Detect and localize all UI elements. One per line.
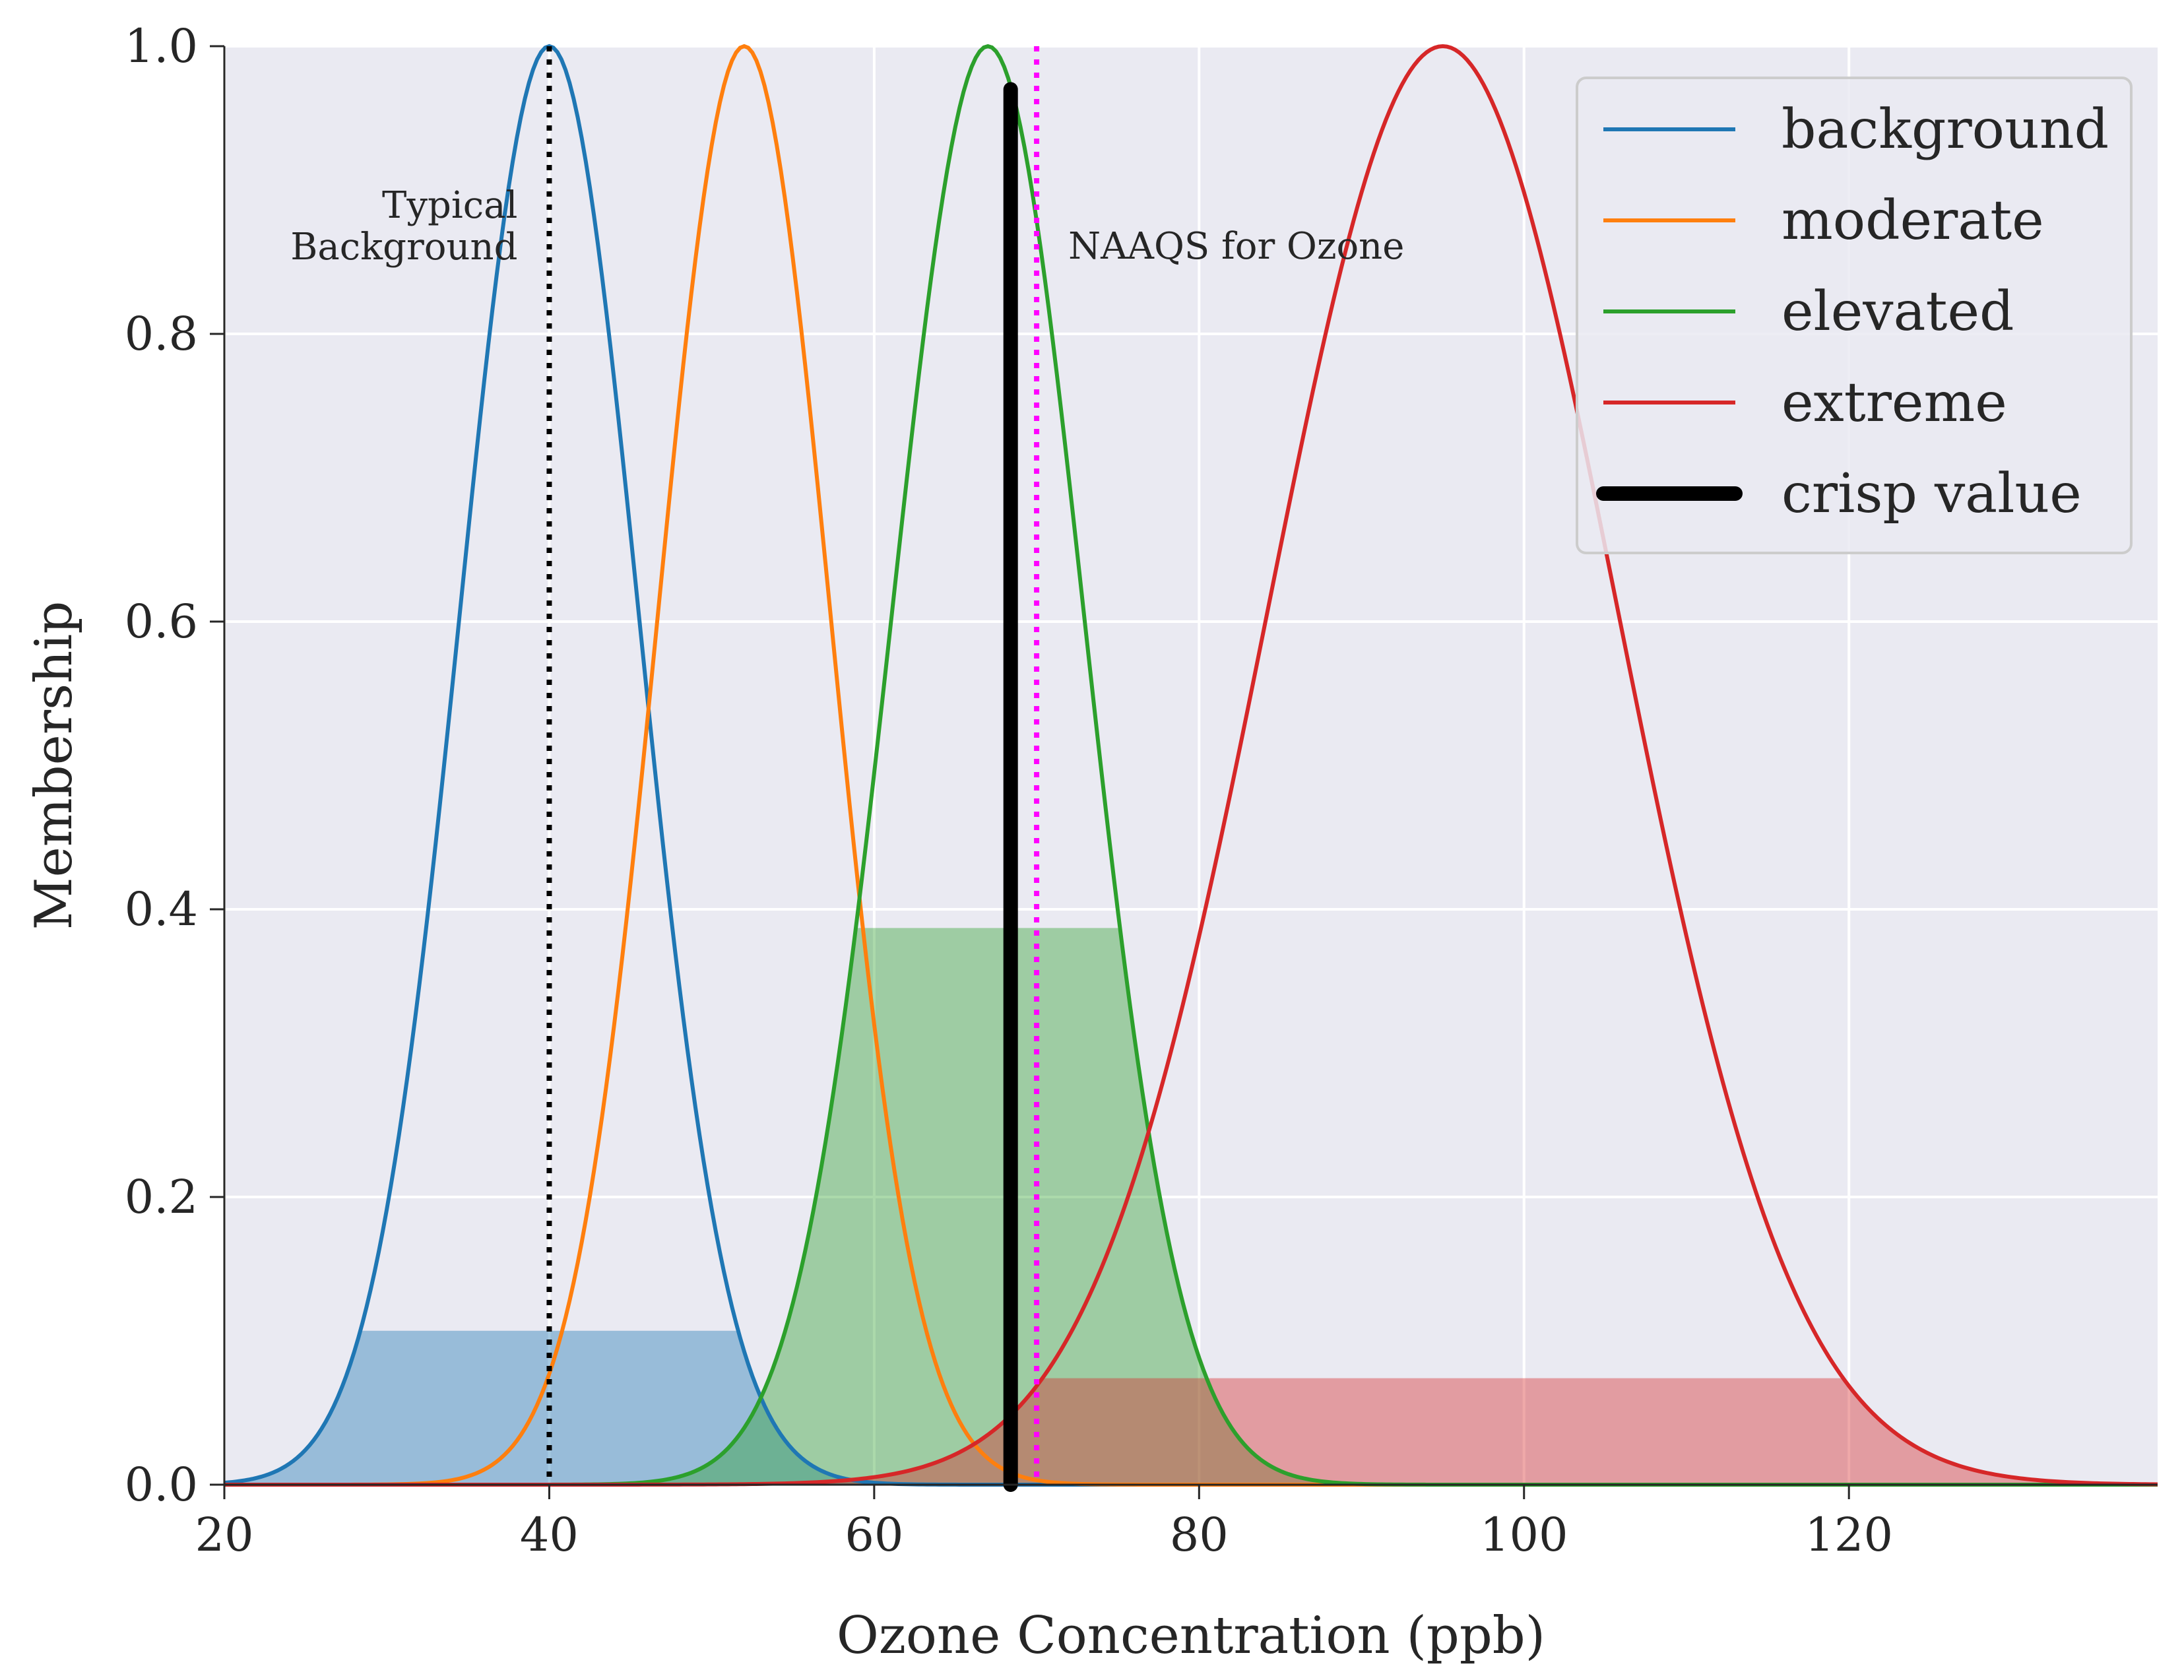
fill-background: [224, 1330, 2158, 1485]
legend-label-extreme: extreme: [1782, 372, 2007, 434]
x-tick-label: 60: [845, 1508, 903, 1562]
clipped-membership-fills: [224, 928, 2158, 1485]
reference-lines: [546, 46, 1040, 1492]
annotation-text-0: Background: [290, 226, 517, 269]
x-tick-label: 80: [1170, 1508, 1229, 1562]
y-axis-label: Membership: [24, 601, 84, 930]
y-tick-label: 0.8: [125, 307, 198, 361]
legend-label-moderate: moderate: [1782, 189, 2044, 252]
y-tick-label: 0.2: [125, 1170, 198, 1224]
y-tick-label: 0.4: [125, 882, 198, 936]
y-tick-label: 0.6: [125, 595, 198, 649]
x-tick-label: 100: [1480, 1508, 1568, 1562]
x-axis-label: Ozone Concentration (ppb): [837, 1606, 1545, 1665]
x-tick-label: 40: [520, 1508, 579, 1562]
annotation-text-1: NAAQS for Ozone: [1068, 225, 1404, 268]
y-tick-label: 1.0: [125, 19, 198, 73]
legend-label-crisp-value: crisp value: [1782, 463, 2082, 525]
x-tick-label: 120: [1805, 1508, 1893, 1562]
annotation-text-0: Typical: [382, 184, 517, 227]
legend-frame: [1576, 77, 2133, 554]
legend: background moderate elevated extreme crisp v…: [1576, 77, 2133, 554]
legend-label-elevated: elevated: [1782, 280, 2014, 343]
y-tick-label: 0.0: [125, 1458, 198, 1512]
legend-label-background: background: [1782, 98, 2109, 161]
fill-elevated: [224, 928, 2158, 1485]
fill-extreme: [224, 1378, 2158, 1485]
x-tick-label: 20: [195, 1508, 253, 1562]
axes: 20 40 60 80 100 120 0.0 0.2 0.4 0.6 0.8 1.0: [125, 19, 2158, 1562]
